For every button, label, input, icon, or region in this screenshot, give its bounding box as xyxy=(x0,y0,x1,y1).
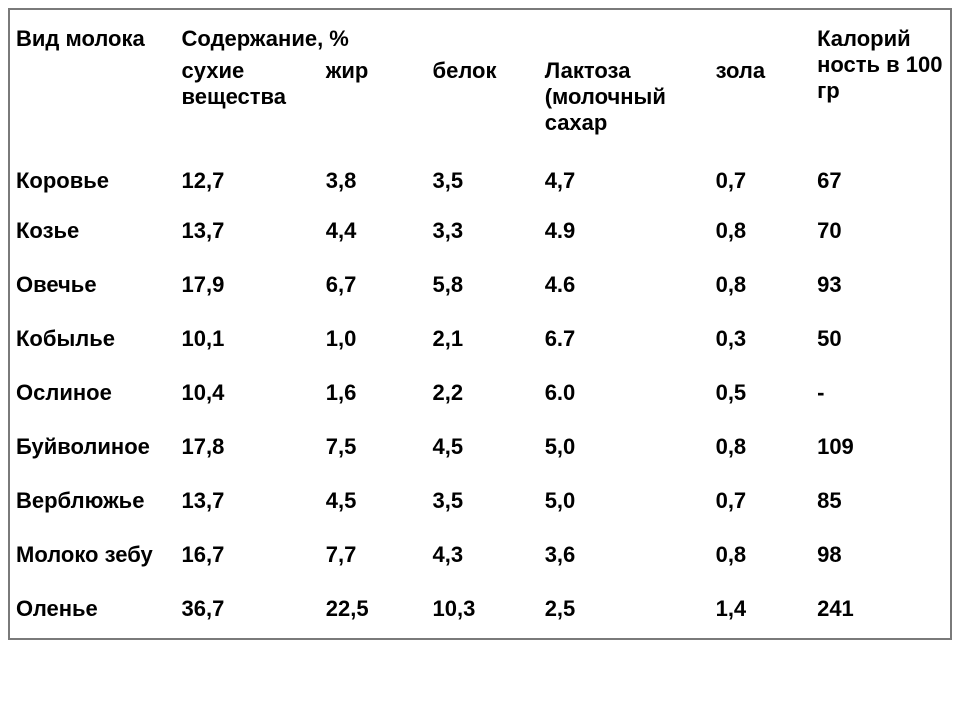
cell-lactose: 4.9 xyxy=(539,206,710,260)
cell-dry: 17,8 xyxy=(176,422,320,476)
cell-dry: 13,7 xyxy=(176,476,320,530)
cell-lactose: 5,0 xyxy=(539,422,710,476)
cell-protein: 4,3 xyxy=(427,530,539,584)
cell-kcal: 98 xyxy=(811,530,950,584)
cell-dry: 10,4 xyxy=(176,368,320,422)
table-row: Овечье17,96,75,84.60,893 xyxy=(10,260,950,314)
milk-composition-table: Вид молока Содержание, % Калорий ность в… xyxy=(8,8,952,640)
cell-kcal: 50 xyxy=(811,314,950,368)
col-header-protein: белок xyxy=(427,52,539,142)
cell-fat: 1,0 xyxy=(320,314,427,368)
cell-fat: 4,5 xyxy=(320,476,427,530)
cell-ash: 0,7 xyxy=(710,142,812,206)
cell-kcal: 67 xyxy=(811,142,950,206)
cell-ash: 0,8 xyxy=(710,530,812,584)
cell-dry: 17,9 xyxy=(176,260,320,314)
cell-kcal: 70 xyxy=(811,206,950,260)
cell-protein: 3,3 xyxy=(427,206,539,260)
cell-lactose: 4,7 xyxy=(539,142,710,206)
cell-name: Молоко зебу xyxy=(10,530,176,584)
cell-protein: 2,2 xyxy=(427,368,539,422)
cell-protein: 5,8 xyxy=(427,260,539,314)
cell-kcal: 241 xyxy=(811,584,950,638)
cell-fat: 3,8 xyxy=(320,142,427,206)
cell-fat: 7,7 xyxy=(320,530,427,584)
col-header-ash: зола xyxy=(710,52,812,142)
table-row: Козье13,74,43,34.90,870 xyxy=(10,206,950,260)
cell-fat: 4,4 xyxy=(320,206,427,260)
cell-name: Овечье xyxy=(10,260,176,314)
cell-ash: 0,7 xyxy=(710,476,812,530)
table-row: Оленье36,722,510,32,51,4241 xyxy=(10,584,950,638)
cell-fat: 22,5 xyxy=(320,584,427,638)
cell-lactose: 5,0 xyxy=(539,476,710,530)
table-header: Вид молока Содержание, % Калорий ность в… xyxy=(10,10,950,142)
cell-fat: 7,5 xyxy=(320,422,427,476)
col-header-fat: жир xyxy=(320,52,427,142)
col-header-content-percent: Содержание, % xyxy=(176,10,812,52)
cell-dry: 10,1 xyxy=(176,314,320,368)
cell-kcal: 109 xyxy=(811,422,950,476)
cell-ash: 0,8 xyxy=(710,206,812,260)
cell-lactose: 6.7 xyxy=(539,314,710,368)
cell-dry: 36,7 xyxy=(176,584,320,638)
cell-name: Кобылье xyxy=(10,314,176,368)
col-header-lactose: Лактоза (молочный сахар xyxy=(539,52,710,142)
table-row: Ослиное10,41,62,26.00,5- xyxy=(10,368,950,422)
cell-ash: 0,8 xyxy=(710,260,812,314)
table-row: Буйволиное17,87,54,55,00,8109 xyxy=(10,422,950,476)
table: Вид молока Содержание, % Калорий ность в… xyxy=(10,10,950,638)
cell-lactose: 6.0 xyxy=(539,368,710,422)
col-header-dry: сухие вещества xyxy=(176,52,320,142)
col-header-calories: Калорий ность в 100 гр xyxy=(811,10,950,142)
col-header-milk-type: Вид молока xyxy=(10,10,176,142)
cell-dry: 16,7 xyxy=(176,530,320,584)
cell-protein: 2,1 xyxy=(427,314,539,368)
cell-kcal: - xyxy=(811,368,950,422)
cell-lactose: 2,5 xyxy=(539,584,710,638)
cell-name: Верблюжье xyxy=(10,476,176,530)
cell-kcal: 93 xyxy=(811,260,950,314)
header-row-1: Вид молока Содержание, % Калорий ность в… xyxy=(10,10,950,52)
table-row: Верблюжье13,74,53,55,00,785 xyxy=(10,476,950,530)
cell-name: Коровье xyxy=(10,142,176,206)
cell-ash: 0,5 xyxy=(710,368,812,422)
cell-fat: 6,7 xyxy=(320,260,427,314)
cell-fat: 1,6 xyxy=(320,368,427,422)
cell-kcal: 85 xyxy=(811,476,950,530)
cell-dry: 13,7 xyxy=(176,206,320,260)
cell-ash: 0,8 xyxy=(710,422,812,476)
table-row: Молоко зебу16,77,74,33,60,898 xyxy=(10,530,950,584)
cell-name: Козье xyxy=(10,206,176,260)
cell-ash: 0,3 xyxy=(710,314,812,368)
cell-ash: 1,4 xyxy=(710,584,812,638)
table-row: Кобылье10,11,02,16.70,350 xyxy=(10,314,950,368)
cell-protein: 3,5 xyxy=(427,476,539,530)
cell-lactose: 3,6 xyxy=(539,530,710,584)
cell-protein: 3,5 xyxy=(427,142,539,206)
cell-name: Оленье xyxy=(10,584,176,638)
cell-dry: 12,7 xyxy=(176,142,320,206)
cell-protein: 4,5 xyxy=(427,422,539,476)
table-row: Коровье12,73,83,54,70,767 xyxy=(10,142,950,206)
cell-name: Буйволиное xyxy=(10,422,176,476)
cell-protein: 10,3 xyxy=(427,584,539,638)
cell-lactose: 4.6 xyxy=(539,260,710,314)
cell-name: Ослиное xyxy=(10,368,176,422)
table-body: Коровье12,73,83,54,70,767Козье13,74,43,3… xyxy=(10,142,950,638)
